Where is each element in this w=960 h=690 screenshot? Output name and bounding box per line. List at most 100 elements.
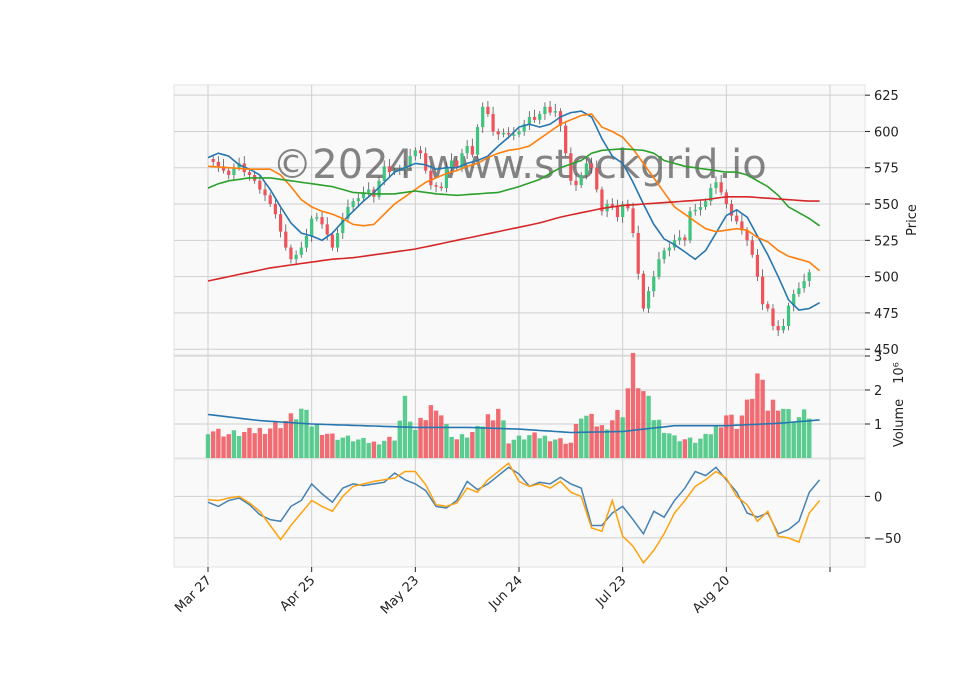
watermark: ©2024 www.stockgrid.io <box>272 142 767 188</box>
moving-average-line-1 <box>207 110 820 311</box>
volume-bar <box>221 436 226 458</box>
candle-down <box>268 195 272 205</box>
candle-up <box>413 150 417 157</box>
volume-bar <box>724 415 729 458</box>
oscillator-axis-tick-label: 0 <box>874 490 882 505</box>
candle-down <box>771 308 775 326</box>
volume-bar <box>252 433 257 458</box>
volume-bar <box>423 420 428 458</box>
candle-down <box>273 204 277 215</box>
volume-bar <box>698 438 703 458</box>
candle-down <box>216 161 220 167</box>
volume-bar <box>693 442 698 458</box>
candle-up <box>667 247 671 251</box>
volume-bar <box>325 433 330 458</box>
candle-up <box>517 131 521 135</box>
candle-down <box>755 254 760 277</box>
candle-up <box>444 167 449 189</box>
candle-up <box>294 254 298 260</box>
volume-bar <box>760 379 765 458</box>
price-axis-tick-label: 600 <box>874 125 899 140</box>
volume-bar <box>599 425 605 458</box>
moving-average-line-2 <box>207 113 821 272</box>
moving-average-line-3 <box>207 148 821 227</box>
volume-bar <box>553 439 558 458</box>
volume-bar <box>454 439 460 458</box>
oscillator-line-1 <box>207 466 821 536</box>
candle-down <box>284 231 288 248</box>
candle-down <box>740 221 744 231</box>
candle-up <box>781 325 785 331</box>
candle-down <box>548 106 552 113</box>
volume-bar <box>314 424 320 458</box>
candle-up <box>346 206 350 219</box>
price-axis-tick-label: 500 <box>874 271 899 286</box>
volume-bar <box>449 436 454 458</box>
candle-down <box>564 125 568 154</box>
volume-bar <box>744 399 750 458</box>
volume-bar <box>262 433 268 458</box>
candle-down <box>729 204 734 216</box>
volume-bar <box>309 426 314 458</box>
candle-down <box>600 189 604 212</box>
candle-down <box>610 204 614 207</box>
volume-axis-tick-label: 1 <box>874 418 882 433</box>
candle-down <box>211 159 215 162</box>
candle-down <box>486 106 490 115</box>
volume-axis-tick-label: 2 <box>874 384 882 399</box>
volume-bar <box>319 434 325 458</box>
candle-down <box>424 153 428 171</box>
price-axis-tick-label: 625 <box>874 89 899 104</box>
candle-down <box>631 208 635 234</box>
volume-bar <box>397 420 402 458</box>
volume-bar <box>376 444 382 458</box>
volume-bar <box>345 435 351 458</box>
candle-down <box>325 224 329 235</box>
candle-down <box>263 189 267 196</box>
volume-bar <box>366 443 371 458</box>
candle-up <box>501 132 506 135</box>
candle-down <box>532 116 537 120</box>
candle-down <box>776 325 780 331</box>
candle-down <box>724 192 728 205</box>
volume-bar <box>304 409 309 458</box>
candle-down <box>569 153 573 181</box>
volume-bar <box>755 373 760 458</box>
candle-down <box>636 233 640 274</box>
volume-bar <box>485 414 491 458</box>
volume-bar <box>708 434 713 458</box>
candle-up <box>621 204 625 218</box>
candle-up <box>714 182 718 189</box>
candle-up <box>792 294 796 306</box>
price-axis-tick-label: 575 <box>874 162 899 177</box>
volume-bar <box>516 435 522 458</box>
volume-bar <box>496 408 501 458</box>
oscillator-panel: −50 0 <box>173 458 901 568</box>
volume-bar <box>236 436 242 458</box>
volume-bar <box>278 428 283 458</box>
volume-bar <box>542 435 548 458</box>
candle-up <box>678 237 682 241</box>
volume-bar <box>620 417 625 458</box>
volume-bar <box>433 410 439 458</box>
candle-up <box>553 111 557 113</box>
candle-down <box>434 185 438 187</box>
volume-bar <box>231 430 237 458</box>
volume-bar <box>464 437 470 458</box>
volume-bar <box>630 352 636 458</box>
candle-down <box>626 204 630 209</box>
candle-up <box>361 192 366 199</box>
volume-bar <box>786 409 791 458</box>
volume-bar <box>288 413 294 458</box>
volume-bar <box>807 418 812 458</box>
volume-bar <box>511 439 517 458</box>
candle-down <box>439 186 443 189</box>
candle-up <box>304 235 309 248</box>
oscillator-line-2 <box>207 462 821 565</box>
candle-up <box>797 288 801 295</box>
volume-bar <box>356 439 361 458</box>
candle-up <box>802 280 806 289</box>
candle-down <box>761 276 765 305</box>
candle-down <box>496 131 500 135</box>
candle-down <box>750 240 754 255</box>
